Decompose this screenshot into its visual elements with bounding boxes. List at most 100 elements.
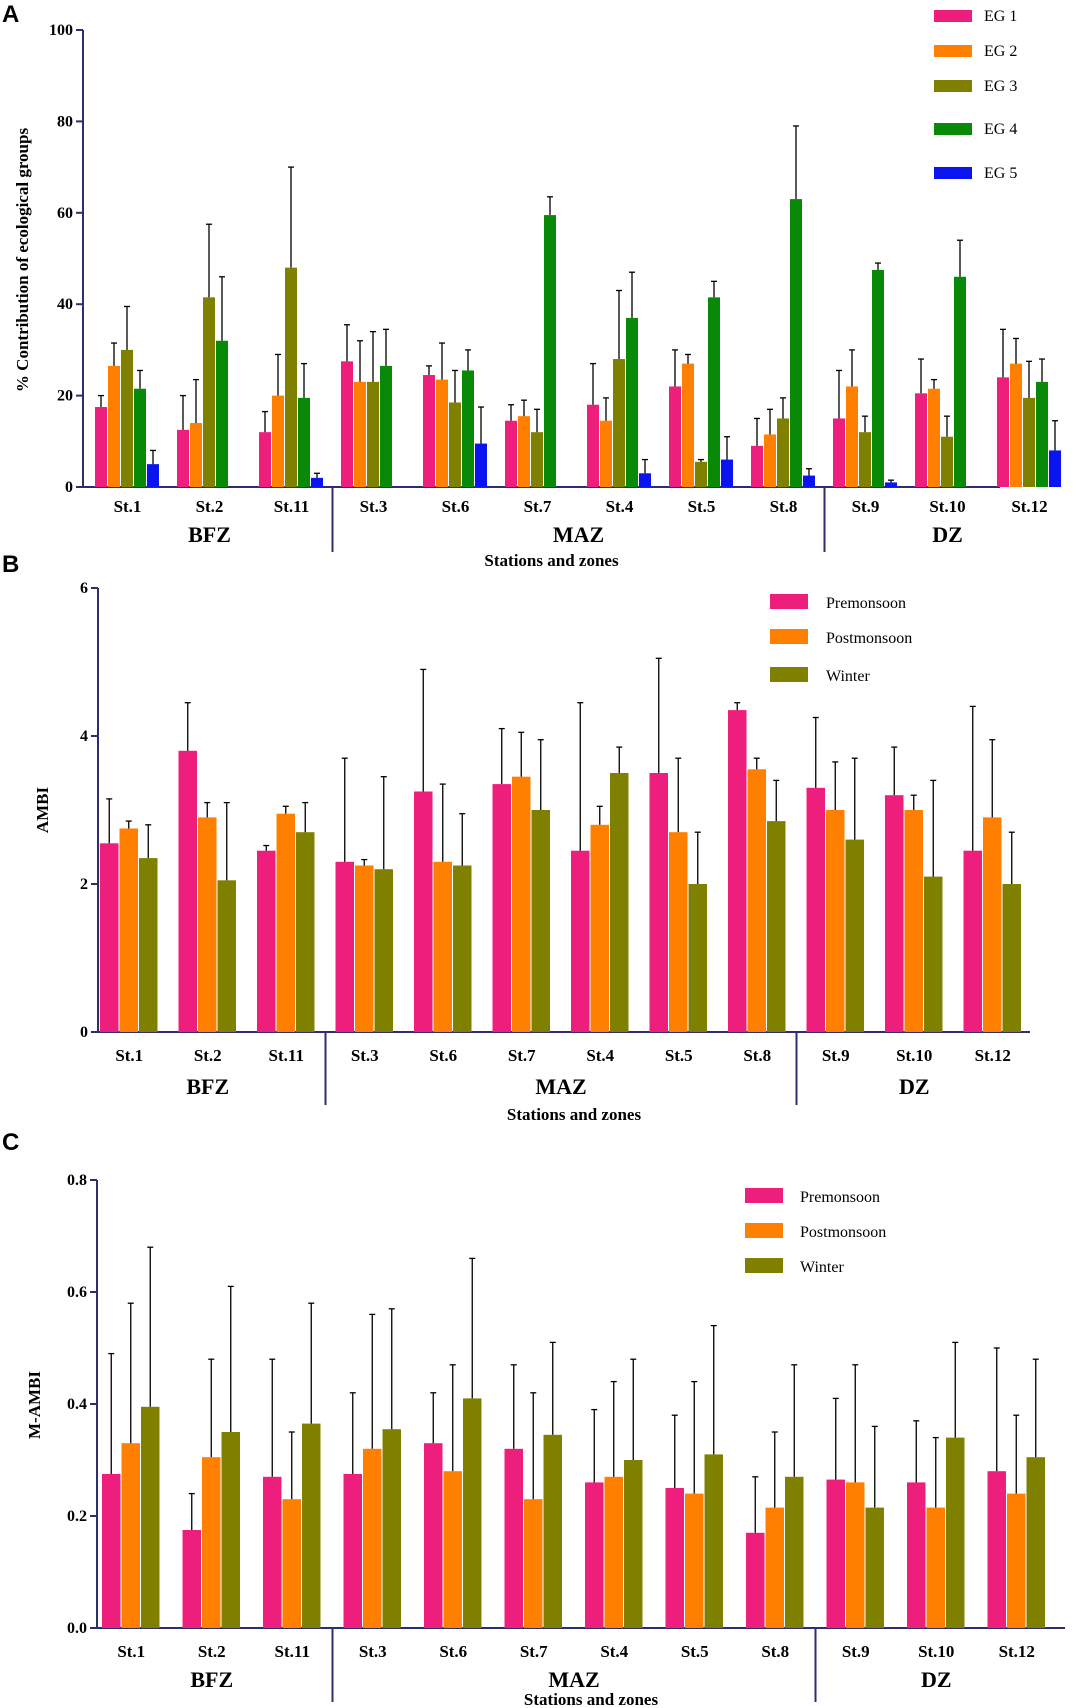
legend-label: Postmonsoon bbox=[800, 1224, 886, 1241]
x-tick-label: St.4 bbox=[600, 1642, 628, 1661]
bar-postmonsoon bbox=[363, 1448, 382, 1628]
bar-eg-2 bbox=[1010, 363, 1022, 487]
bar-eg-1 bbox=[177, 429, 189, 487]
x-axis-title: Stations and zones bbox=[484, 551, 619, 570]
bar-winter bbox=[688, 884, 707, 1032]
bar-winter bbox=[374, 869, 393, 1032]
bar-eg-4 bbox=[626, 317, 638, 487]
bar-eg-4 bbox=[1036, 381, 1048, 487]
y-axis-title: % Contribution of ecological groups bbox=[13, 128, 32, 393]
y-tick-label: 40 bbox=[57, 296, 73, 313]
x-tick-label: St.3 bbox=[360, 497, 388, 516]
y-tick-label: 0.4 bbox=[67, 1396, 87, 1413]
x-tick-label: St.10 bbox=[929, 497, 965, 516]
bar-eg-4 bbox=[298, 397, 310, 487]
bar-eg-1 bbox=[669, 386, 681, 487]
legend-label: Postmonsoon bbox=[826, 630, 912, 647]
bar-postmonsoon bbox=[765, 1507, 784, 1628]
x-axis-title: Stations and zones bbox=[524, 1690, 659, 1708]
x-tick-label: St.3 bbox=[359, 1642, 387, 1661]
panel-letter-a: A bbox=[2, 1, 19, 28]
bar-postmonsoon bbox=[685, 1493, 704, 1628]
bar-eg-3 bbox=[859, 432, 871, 487]
bar-postmonsoon bbox=[433, 861, 452, 1032]
bar-winter bbox=[704, 1454, 723, 1628]
bar-postmonsoon bbox=[276, 813, 295, 1032]
bar-postmonsoon bbox=[669, 832, 688, 1032]
y-tick-label: 0.6 bbox=[67, 1284, 87, 1301]
legend-swatch bbox=[745, 1223, 783, 1238]
bar-premonsoon bbox=[263, 1476, 282, 1628]
x-tick-label: St.12 bbox=[975, 1046, 1011, 1065]
bar-premonsoon bbox=[826, 1479, 845, 1628]
bar-eg-1 bbox=[505, 420, 517, 487]
x-tick-label: St.5 bbox=[681, 1642, 709, 1661]
bar-winter bbox=[141, 1406, 160, 1628]
zone-label: DZ bbox=[921, 1667, 952, 1692]
x-tick-label: St.11 bbox=[269, 1046, 304, 1065]
x-tick-label: St.9 bbox=[842, 1642, 870, 1661]
x-tick-label: St.10 bbox=[918, 1642, 954, 1661]
bar-winter bbox=[531, 810, 550, 1032]
bar-winter bbox=[865, 1507, 884, 1628]
x-tick-label: St.9 bbox=[852, 497, 880, 516]
x-tick-label: St.3 bbox=[351, 1046, 379, 1065]
x-tick-label: St.7 bbox=[508, 1046, 536, 1065]
legend-label: EG 4 bbox=[984, 121, 1017, 138]
bar-eg-5 bbox=[147, 464, 159, 487]
x-tick-label: St.7 bbox=[524, 497, 552, 516]
bar-eg-3 bbox=[367, 381, 379, 487]
bar-premonsoon bbox=[649, 773, 668, 1032]
bar-premonsoon bbox=[257, 850, 276, 1032]
bar-postmonsoon bbox=[590, 824, 609, 1032]
zone-label: DZ bbox=[932, 522, 963, 547]
bar-postmonsoon bbox=[604, 1476, 623, 1628]
bar-eg-4 bbox=[872, 269, 884, 487]
bar-premonsoon bbox=[414, 791, 433, 1032]
bar-premonsoon bbox=[178, 750, 197, 1032]
zone-label: DZ bbox=[899, 1074, 930, 1099]
bar-postmonsoon bbox=[512, 776, 531, 1032]
bar-postmonsoon bbox=[119, 828, 138, 1032]
bar-postmonsoon bbox=[355, 865, 374, 1032]
bar-eg-4 bbox=[954, 276, 966, 487]
y-axis-title: M-AMBI bbox=[25, 1371, 44, 1439]
bar-postmonsoon bbox=[282, 1499, 301, 1628]
chart-panel-b: 0 2 4 6 AMBI St.1 St.2 St.11 St.3 St.6 St.7 St.4 St.… bbox=[33, 580, 1030, 1124]
bar-eg-2 bbox=[846, 386, 858, 487]
bar-eg-2 bbox=[272, 395, 284, 487]
x-tick-label: St.7 bbox=[520, 1642, 548, 1661]
bar-postmonsoon bbox=[202, 1457, 221, 1628]
bar-postmonsoon bbox=[443, 1471, 462, 1628]
bar-premonsoon bbox=[963, 850, 982, 1032]
bar-eg-4 bbox=[216, 340, 228, 487]
bar-eg-4 bbox=[134, 388, 146, 487]
bar-eg-5 bbox=[885, 482, 897, 487]
legend-label: Premonsoon bbox=[826, 595, 906, 612]
bar-premonsoon bbox=[746, 1532, 765, 1628]
bar-winter bbox=[767, 821, 786, 1032]
bar-postmonsoon bbox=[983, 817, 1002, 1032]
bar-winter bbox=[1026, 1457, 1045, 1628]
legend-label: Premonsoon bbox=[800, 1189, 880, 1206]
legend-label: EG 1 bbox=[984, 8, 1017, 25]
bar-postmonsoon bbox=[524, 1499, 543, 1628]
x-tick-label: St.4 bbox=[606, 497, 634, 516]
bar-eg-3 bbox=[285, 267, 297, 487]
y-tick-label: 20 bbox=[57, 388, 73, 405]
bar-winter bbox=[946, 1437, 965, 1628]
x-tick-label: St.12 bbox=[1011, 497, 1047, 516]
x-tick-label: St.10 bbox=[896, 1046, 932, 1065]
bar-premonsoon bbox=[885, 795, 904, 1032]
legend-swatch bbox=[770, 594, 808, 609]
y-tick-label: 0.2 bbox=[67, 1508, 87, 1525]
chart-panel-a: 0 20 40 60 80 100 % Contribution of ecological… bbox=[13, 8, 1061, 570]
bar-postmonsoon bbox=[747, 769, 766, 1032]
zone-label: MAZ bbox=[535, 1074, 586, 1099]
y-tick-label: 4 bbox=[80, 728, 88, 745]
x-axis-title: Stations and zones bbox=[507, 1105, 642, 1124]
bar-winter bbox=[543, 1434, 562, 1628]
bar-eg-1 bbox=[833, 418, 845, 487]
panel-letter-b: B bbox=[2, 551, 19, 578]
y-tick-label: 2 bbox=[80, 876, 88, 893]
